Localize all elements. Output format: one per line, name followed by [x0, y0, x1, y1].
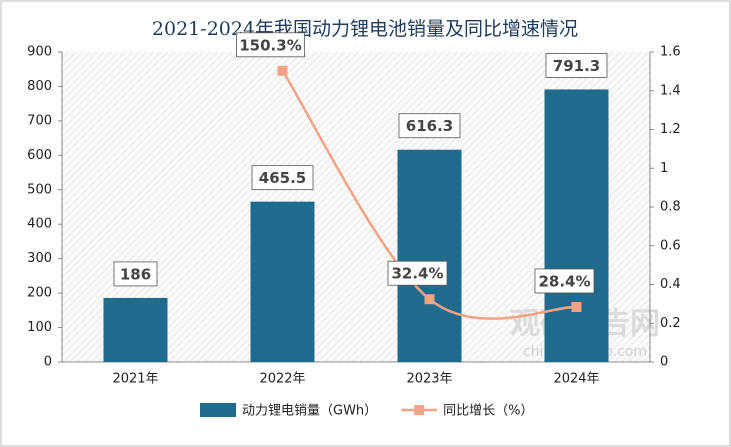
y2-tick-label: 1.6 — [660, 45, 681, 60]
bar-value-label: 465.5 — [259, 169, 306, 187]
y-tick-label: 100 — [27, 320, 52, 335]
y2-tick-label: 1.4 — [660, 83, 681, 98]
legend-swatch — [200, 403, 236, 417]
y-tick-label: 900 — [27, 45, 52, 60]
legend-swatch — [414, 405, 425, 415]
line — [281, 70, 577, 320]
y-tick-label: 200 — [27, 286, 52, 301]
bar — [250, 201, 315, 362]
y2-tick-label: 0.6 — [660, 238, 681, 253]
x-tick-label: 2022年 — [259, 372, 305, 387]
y-tick-label: 700 — [27, 113, 52, 128]
line-marker — [424, 294, 435, 305]
bar-value-label: 186 — [120, 265, 151, 283]
y-tick-label: 400 — [27, 217, 52, 232]
y-tick-label: 600 — [27, 148, 52, 163]
bar-value-label: 616.3 — [406, 117, 453, 135]
line-value-label-box — [387, 260, 448, 286]
line-value-label-box — [534, 268, 595, 294]
legend-label: 同比增长（%） — [443, 404, 533, 419]
y2-tick-label: 0 — [660, 355, 668, 370]
line-value-label-box — [236, 32, 305, 58]
x-tick-label: 2021年 — [112, 372, 158, 387]
y-tick-label: 500 — [27, 182, 52, 197]
y2-tick-label: 0.8 — [660, 200, 681, 215]
bar-value-label-box — [545, 53, 608, 78]
y2-tick-label: 1 — [660, 161, 668, 176]
y2-tick-label: 0.4 — [660, 277, 681, 292]
line-marker — [277, 65, 288, 76]
bar — [103, 297, 168, 362]
bar-value-label-box — [113, 261, 158, 287]
line-value-label: 150.3% — [239, 36, 301, 54]
y2-tick-label: 0.2 — [660, 316, 681, 331]
y2-tick-label: 1.2 — [660, 122, 681, 137]
bar-value-label-box — [251, 165, 314, 191]
x-tick-label: 2023年 — [406, 372, 452, 387]
y-tick-label: 800 — [27, 79, 52, 94]
line-value-label: 28.4% — [538, 272, 590, 290]
x-tick-label: 2024年 — [553, 372, 599, 387]
bar-value-label-box — [398, 113, 461, 139]
y-tick-label: 300 — [27, 251, 52, 266]
chart-title: 2021-2024年我国动力锂电池销量及同比增速情况 — [152, 18, 578, 40]
bar-value-label: 791.3 — [553, 57, 600, 75]
legend-label: 动力锂电销量（GWh） — [242, 404, 377, 419]
bar — [397, 149, 462, 362]
bar — [544, 89, 609, 363]
y-tick-label: 0 — [44, 355, 52, 370]
line-value-label: 32.4% — [391, 265, 443, 283]
line-marker — [571, 301, 582, 312]
